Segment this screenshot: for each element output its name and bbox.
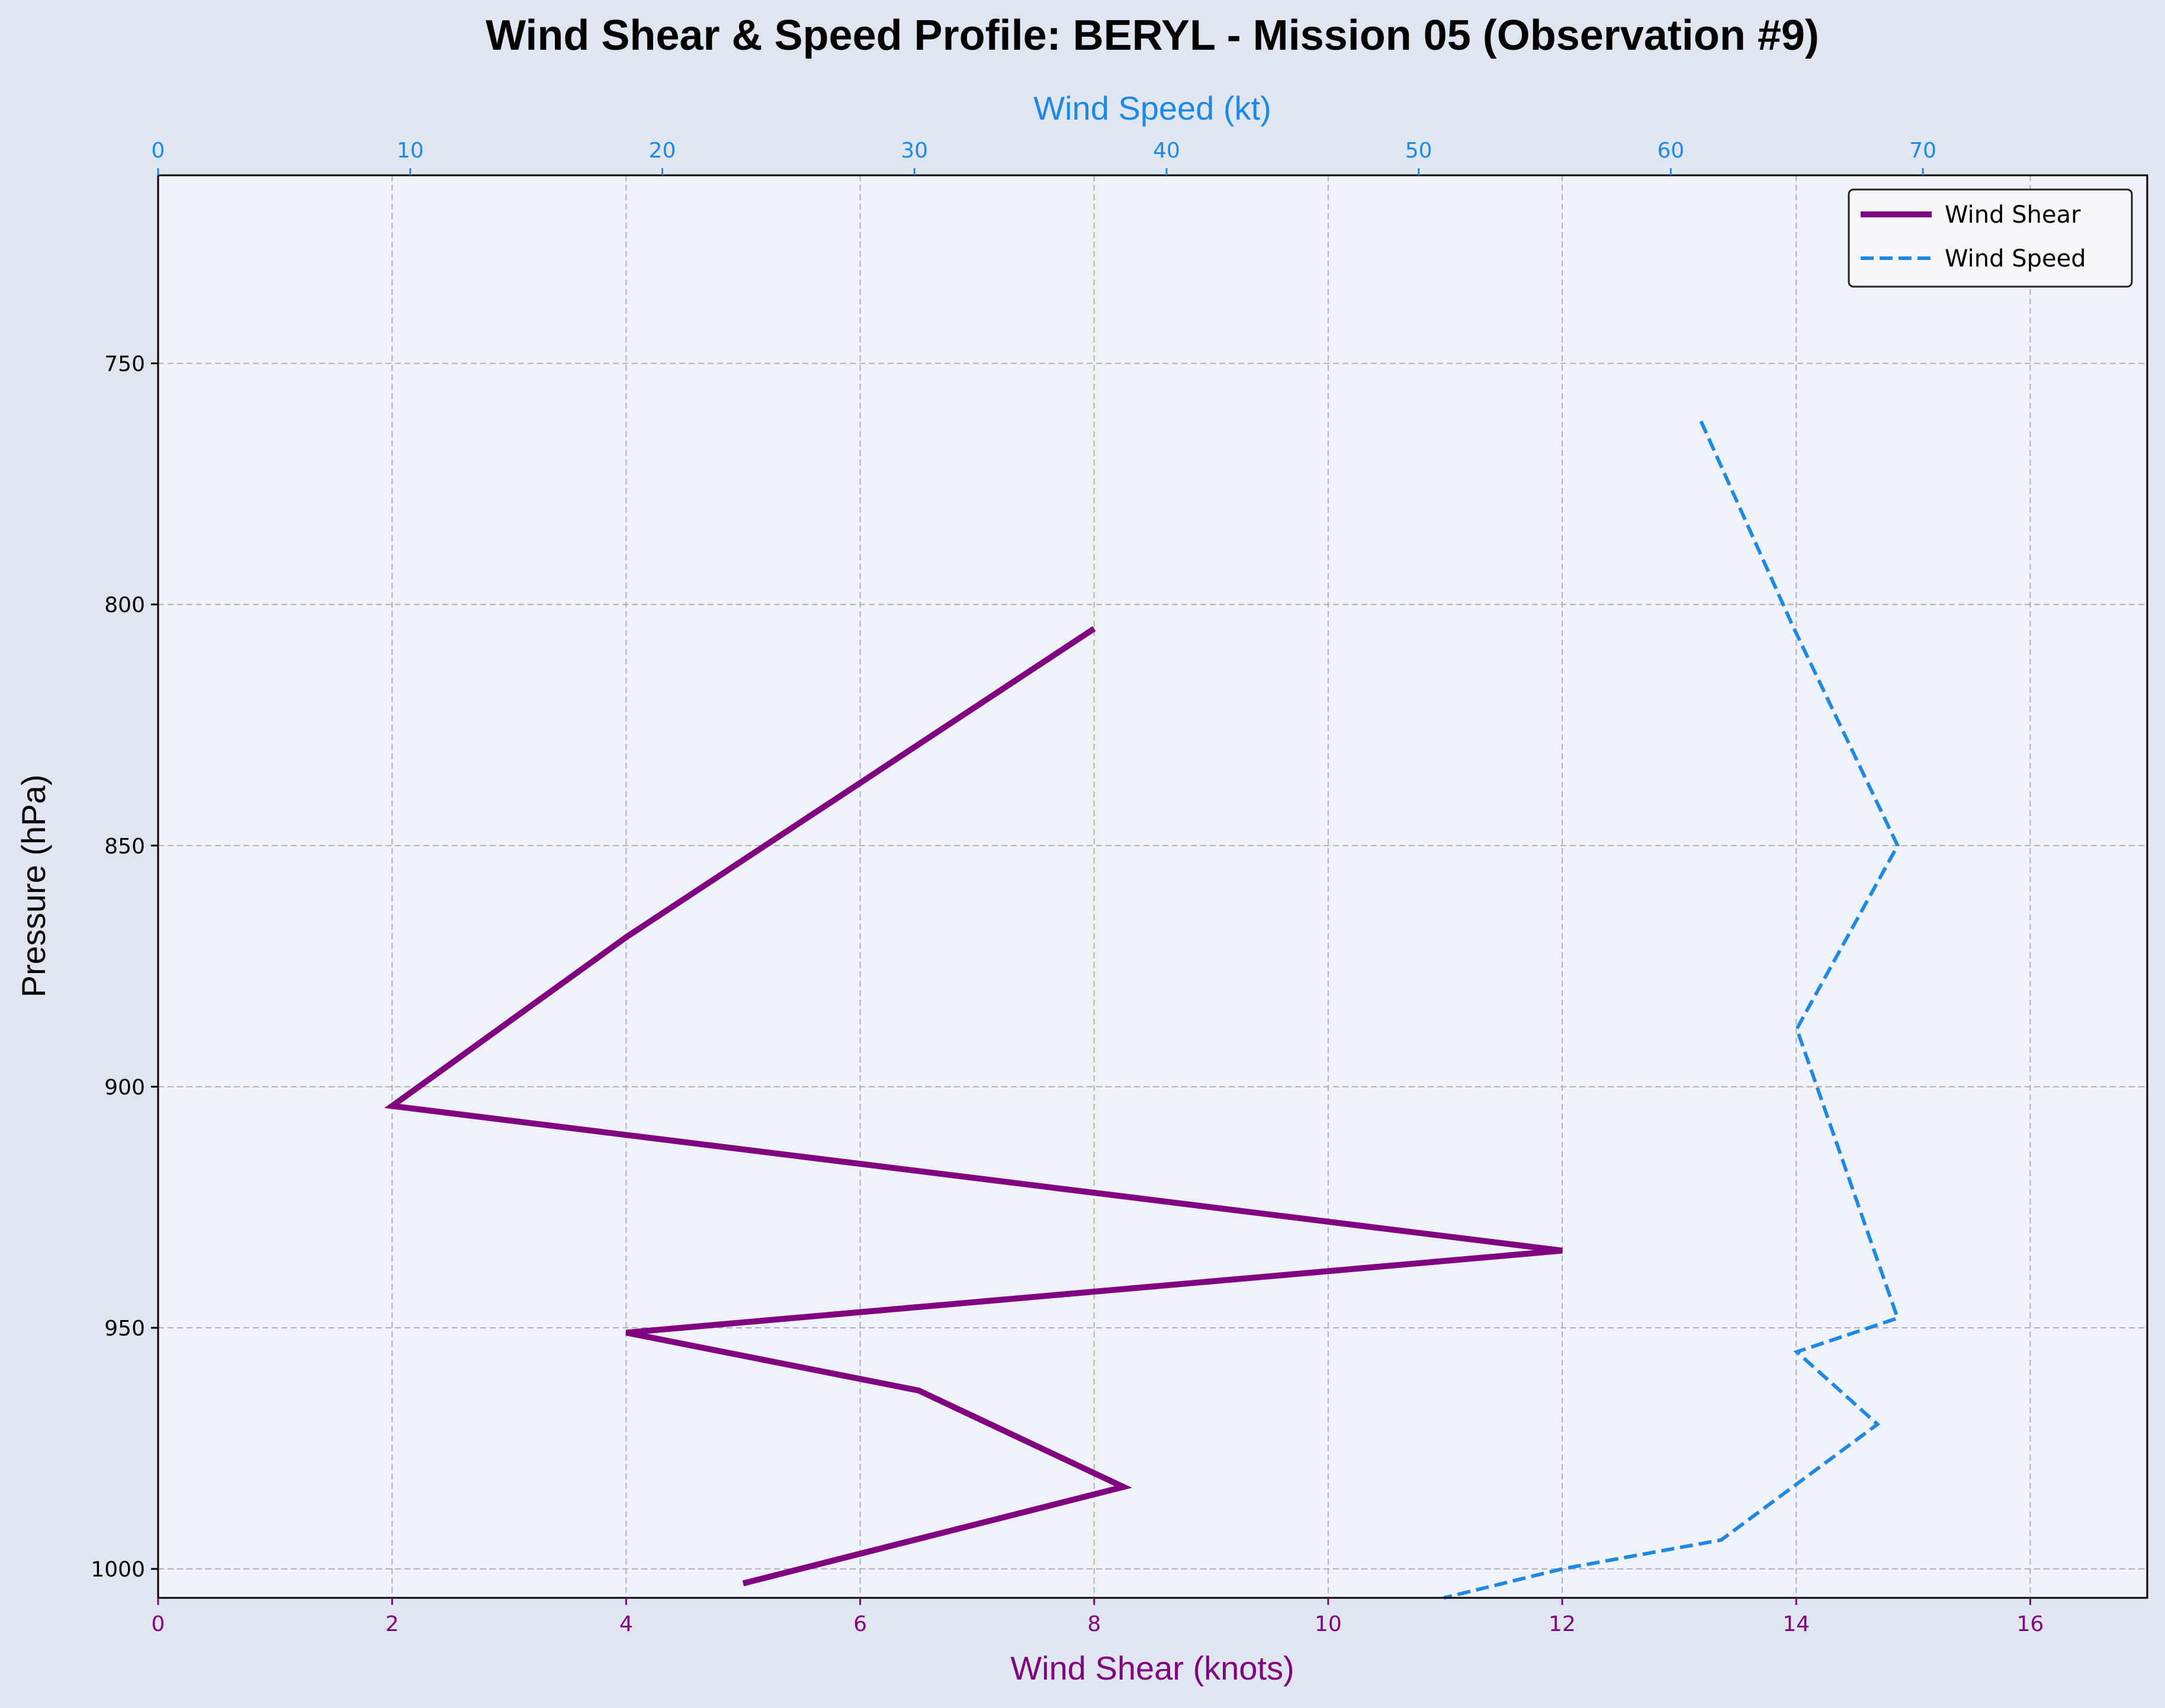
tick-label-bottom-12: 12 [1549, 1612, 1576, 1636]
legend-label-wind-shear: Wind Shear [1945, 201, 2081, 229]
tick-label-y-950: 950 [104, 1317, 145, 1341]
y-axis-title: Pressure (hPa) [15, 775, 52, 998]
tick-label-bottom-2: 2 [386, 1612, 399, 1636]
series-line-wind-speed [1443, 420, 1900, 1600]
tick-label-bottom-4: 4 [619, 1612, 633, 1636]
tick-label-y-800: 800 [104, 593, 145, 618]
chart-title: Wind Shear & Speed Profile: BERYL - Miss… [486, 12, 1819, 59]
tick-label-bottom-10: 10 [1315, 1612, 1342, 1636]
tick-label-top-30: 30 [901, 139, 928, 163]
tick-label-bottom-14: 14 [1782, 1612, 1810, 1636]
plot-area [158, 175, 2147, 1598]
tick-label-y-900: 900 [104, 1075, 145, 1100]
plot-frame [157, 174, 2148, 1599]
tick-label-top-70: 70 [1909, 139, 1936, 163]
tick-label-top-60: 60 [1657, 139, 1684, 163]
top-axis-title: Wind Speed (kt) [1033, 89, 1271, 127]
series-lines [384, 420, 1900, 1600]
legend: Wind Shear Wind Speed [1848, 188, 2133, 288]
tick-label-bottom-8: 8 [1087, 1612, 1101, 1636]
tick-label-y-750: 750 [104, 352, 145, 377]
tick-label-bottom-6: 6 [853, 1612, 867, 1636]
tick-label-top-20: 20 [649, 139, 676, 163]
ticks: 750 800 850 900 950 1000 0 2 4 6 8 10 12 14 16 0 10 20 30 4… [91, 139, 2044, 1636]
tick-label-top-10: 10 [397, 139, 424, 163]
tick-label-y-850: 850 [104, 834, 145, 859]
bottom-axis-title: Wind Shear (knots) [1010, 1649, 1294, 1687]
tick-label-y-1000: 1000 [91, 1558, 145, 1582]
tick-label-top-50: 50 [1405, 139, 1432, 163]
tick-label-bottom-16: 16 [2017, 1612, 2044, 1636]
series-line-wind-shear [384, 626, 1563, 1587]
tick-label-bottom-0: 0 [152, 1612, 165, 1636]
tick-label-top-0: 0 [152, 139, 165, 163]
tick-label-top-40: 40 [1153, 139, 1180, 163]
legend-label-wind-speed: Wind Speed [1945, 245, 2086, 272]
